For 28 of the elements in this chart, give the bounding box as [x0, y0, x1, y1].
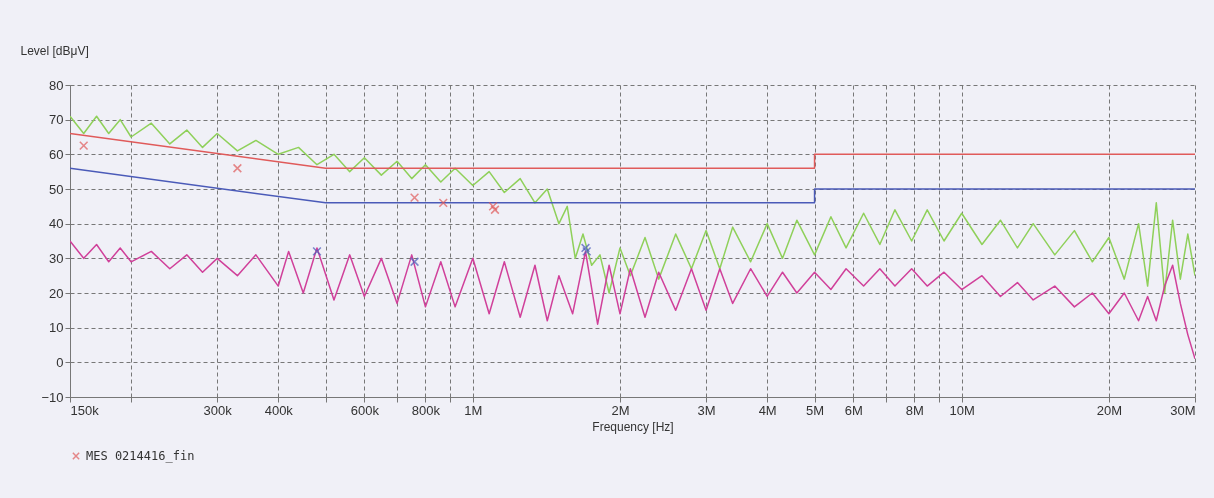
y-axis-title: Level [dBμV] — [20, 43, 89, 58]
x-tick-label: 800k — [411, 402, 441, 418]
x-tick-label: 1M — [464, 402, 483, 418]
x-axis-title: Frequency [Hz] — [592, 419, 674, 434]
y-tick-label: 60 — [49, 146, 64, 162]
y-tick-label: 80 — [49, 77, 64, 93]
y-tick-label: 30 — [49, 250, 64, 266]
y-tick-label: 10 — [49, 320, 64, 336]
x-tick-label: 150k — [70, 402, 100, 418]
x-tick-label: 300k — [203, 402, 233, 418]
y-tick-label: −10 — [41, 389, 64, 405]
y-tick-label: 20 — [49, 285, 64, 301]
x-tick-label: 5M — [806, 402, 825, 418]
legend-label: MES 0214416_fin — [86, 449, 195, 463]
x-tick-label: 8M — [905, 402, 924, 418]
x-tick-label: 2M — [611, 402, 630, 418]
x-tick-label: 600k — [350, 402, 380, 418]
x-tick-label: 10M — [949, 402, 975, 418]
x-tick-label: 6M — [844, 402, 863, 418]
x-tick-label: 4M — [758, 402, 777, 418]
x-tick-label: 3M — [697, 402, 716, 418]
y-tick-label: 40 — [49, 216, 64, 232]
x-tick-label: 20M — [1096, 402, 1123, 418]
y-tick-label: 50 — [49, 181, 64, 197]
x-tick-label: 30M — [1170, 402, 1196, 418]
x-tick-label: 400k — [264, 402, 294, 418]
y-tick-label: 0 — [56, 354, 64, 370]
y-tick-label: 70 — [49, 112, 64, 128]
